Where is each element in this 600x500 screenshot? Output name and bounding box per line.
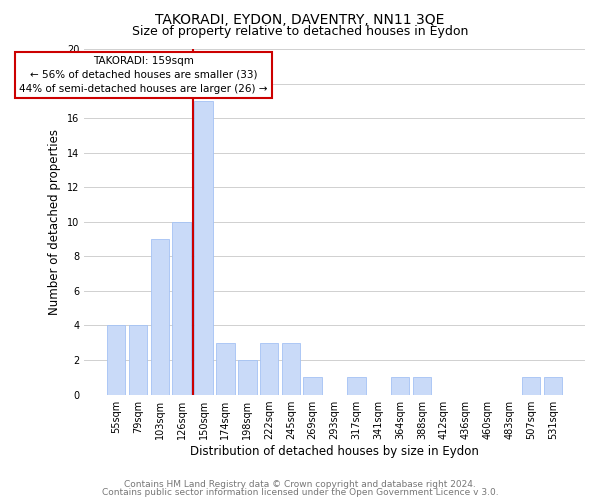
Y-axis label: Number of detached properties: Number of detached properties (49, 129, 61, 315)
Bar (172, 222, 191, 394)
Bar (281, 342, 300, 394)
X-axis label: Distribution of detached houses by size in Eydon: Distribution of detached houses by size … (190, 444, 479, 458)
Text: TAKORADI, EYDON, DAVENTRY, NN11 3QE: TAKORADI, EYDON, DAVENTRY, NN11 3QE (155, 12, 445, 26)
Text: Contains public sector information licensed under the Open Government Licence v : Contains public sector information licen… (101, 488, 499, 497)
Bar (347, 378, 365, 394)
Bar (304, 378, 322, 394)
Bar (216, 342, 235, 394)
Bar (107, 326, 125, 394)
Bar (238, 360, 257, 394)
Bar (413, 378, 431, 394)
Text: Contains HM Land Registry data © Crown copyright and database right 2024.: Contains HM Land Registry data © Crown c… (124, 480, 476, 489)
Bar (129, 326, 148, 394)
Bar (522, 378, 541, 394)
Bar (194, 101, 213, 394)
Bar (260, 342, 278, 394)
Bar (151, 239, 169, 394)
Text: Size of property relative to detached houses in Eydon: Size of property relative to detached ho… (132, 25, 468, 38)
Text: TAKORADI: 159sqm
← 56% of detached houses are smaller (33)
44% of semi-detached : TAKORADI: 159sqm ← 56% of detached house… (19, 56, 268, 94)
Bar (544, 378, 562, 394)
Bar (391, 378, 409, 394)
